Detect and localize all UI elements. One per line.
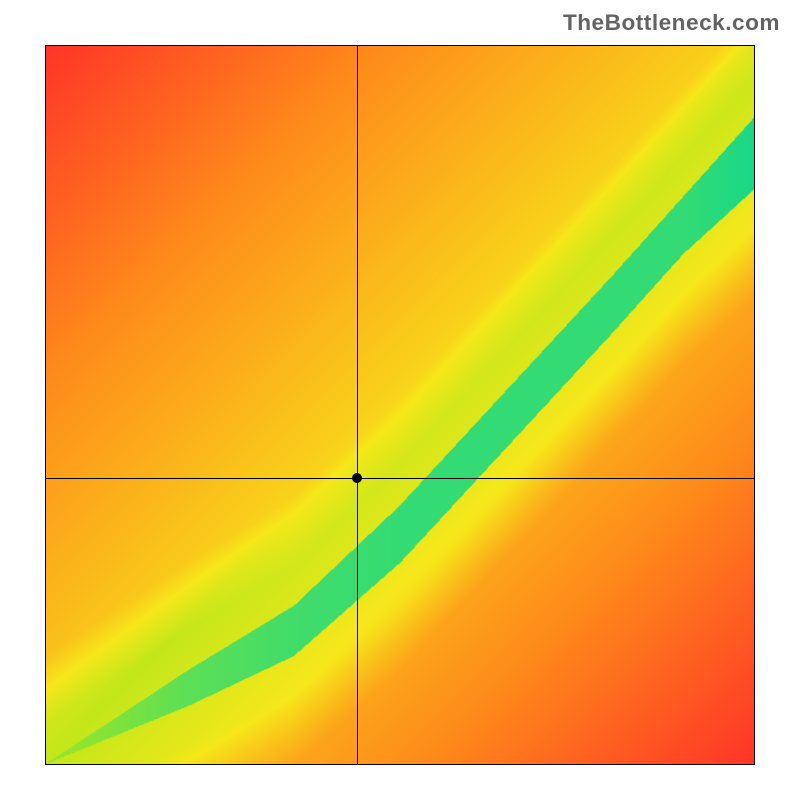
watermark-text: TheBottleneck.com [563,10,780,36]
heatmap-canvas [46,46,754,764]
heatmap-plot [45,45,755,765]
